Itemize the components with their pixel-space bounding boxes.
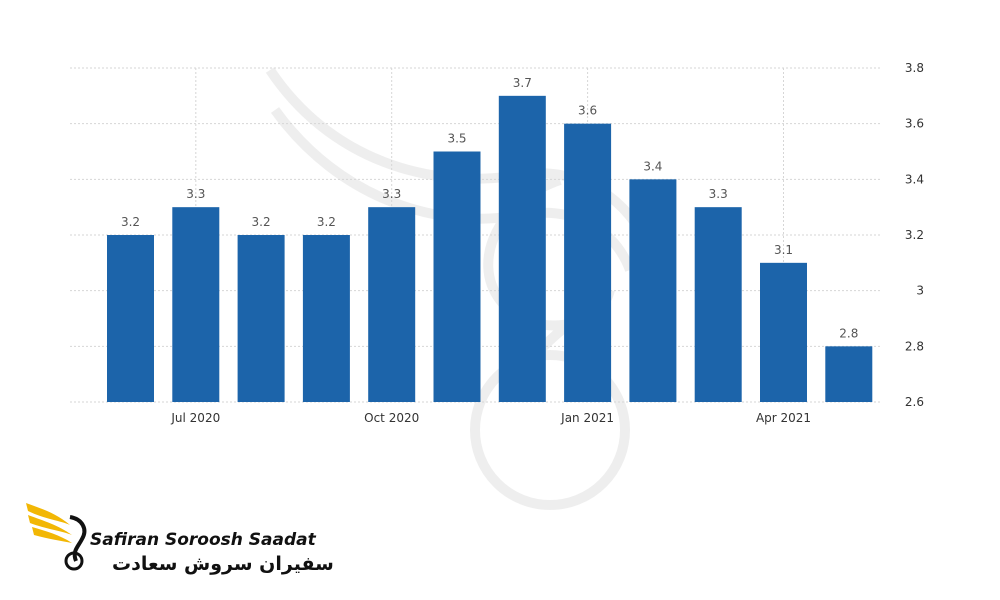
swan-icon [26, 503, 87, 571]
bar-1 [107, 235, 154, 402]
y-tick-label: 3.2 [905, 228, 924, 242]
bar-3 [237, 235, 285, 402]
data-label-7: 3.7 [513, 76, 532, 90]
data-label-9: 3.4 [643, 159, 662, 173]
data-label-3: 3.2 [252, 215, 271, 229]
x-tick-label: Jul 2020 [170, 411, 220, 425]
bar-6 [433, 151, 481, 402]
y-tick-label: 3.8 [905, 61, 924, 75]
data-label-12: 2.8 [839, 326, 858, 340]
bar-4 [302, 235, 350, 402]
data-label-11: 3.1 [774, 243, 793, 257]
bar-12 [825, 346, 873, 402]
x-tick-label: Apr 2021 [756, 411, 811, 425]
bar-10 [694, 207, 742, 402]
data-label-4: 3.2 [317, 215, 336, 229]
y-tick-label: 3.4 [905, 172, 924, 186]
brand-name-persian: سفیران سروش سعادت [112, 553, 334, 575]
data-label-8: 3.6 [578, 104, 597, 118]
data-label-5: 3.3 [382, 187, 401, 201]
data-label-1: 3.2 [121, 215, 140, 229]
y-tick-label: 3.6 [905, 117, 924, 131]
y-tick-label: 2.8 [905, 339, 924, 353]
bar-11 [760, 262, 807, 402]
brand-logo: Safiran Soroosh Saadat سفیران سروش سعادت [22, 495, 334, 585]
bar-7 [498, 95, 546, 402]
data-label-10: 3.3 [709, 187, 728, 201]
data-label-6: 3.5 [447, 132, 466, 146]
bar-2 [172, 207, 220, 402]
data-label-2: 3.3 [186, 187, 205, 201]
y-tick-label: 2.6 [905, 395, 924, 409]
brand-name-english: Safiran Soroosh Saadat [90, 530, 316, 550]
bar-8 [564, 123, 612, 403]
x-tick-label: Oct 2020 [364, 411, 419, 425]
y-tick-label: 3 [916, 284, 924, 298]
x-tick-label: Jan 2021 [560, 411, 614, 425]
bar-5 [368, 207, 416, 402]
bar-9 [629, 179, 677, 402]
